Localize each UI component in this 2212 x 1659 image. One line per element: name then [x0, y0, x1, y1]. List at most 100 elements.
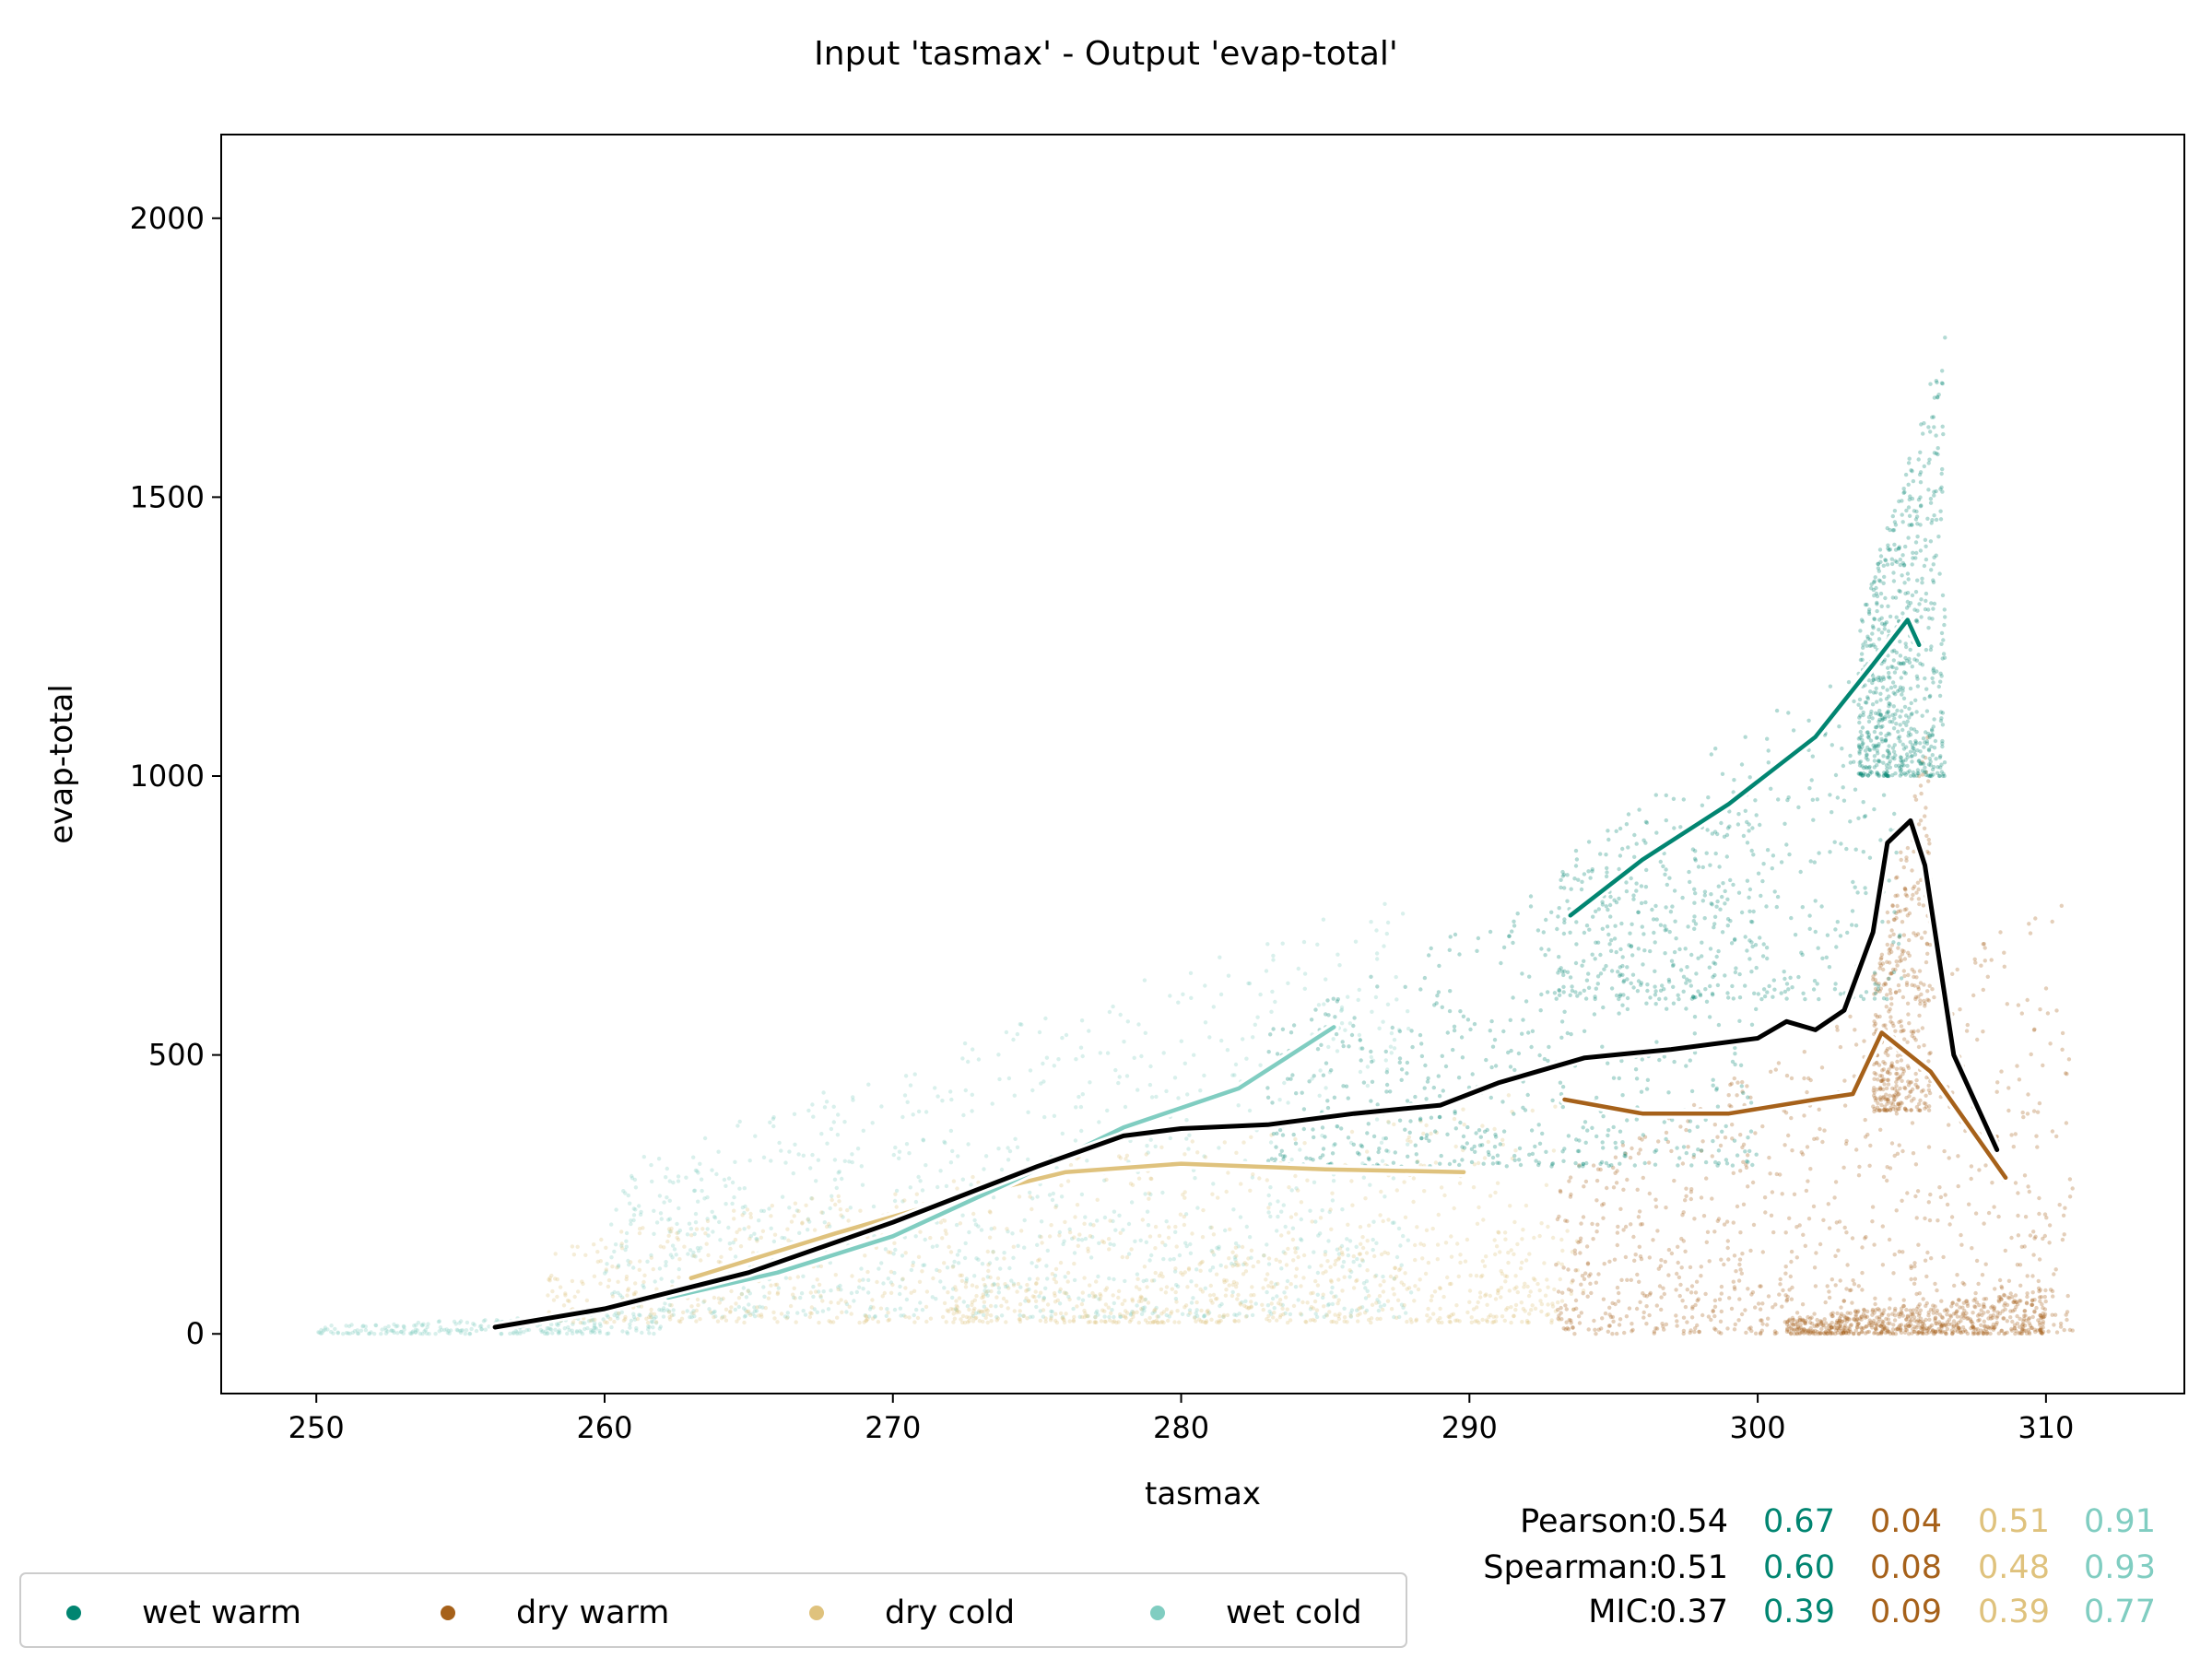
scatter-point	[1885, 993, 1889, 997]
scatter-point	[1838, 1278, 1842, 1283]
scatter-point	[1720, 894, 1724, 900]
scatter-point	[1606, 1324, 1612, 1328]
scatter-point	[1321, 1271, 1325, 1276]
scatter-point	[1064, 1032, 1069, 1038]
scatter-point	[666, 1309, 672, 1313]
scatter-point	[1152, 1310, 1158, 1314]
scatter-point	[1927, 1218, 1933, 1223]
scatter-point	[1725, 1326, 1730, 1331]
scatter-point	[800, 1220, 805, 1225]
scatter-point	[1004, 1284, 1008, 1289]
scatter-point	[1849, 1288, 1853, 1292]
scatter-point	[1954, 1302, 1959, 1307]
scatter-point	[563, 1291, 568, 1296]
scatter-point	[1833, 982, 1838, 986]
scatter-point	[850, 1159, 854, 1165]
scatter-point	[971, 1174, 975, 1180]
scatter-point	[1860, 1288, 1865, 1292]
scatter-point	[871, 1204, 877, 1209]
scatter-point	[1629, 981, 1633, 986]
scatter-point	[1381, 1019, 1385, 1024]
scatter-point	[1678, 1124, 1683, 1129]
scatter-point	[724, 1307, 729, 1312]
scatter-point	[1807, 913, 1812, 918]
scatter-point	[1568, 1175, 1573, 1180]
scatter-point	[1989, 958, 1994, 962]
scatter-point	[1375, 1316, 1380, 1322]
scatter-point	[2037, 1257, 2042, 1262]
scatter-point	[1112, 1300, 1117, 1306]
scatter-point	[1492, 1238, 1497, 1242]
scatter-point	[1124, 1157, 1128, 1161]
scatter-point	[948, 1089, 953, 1094]
scatter-point	[1119, 1314, 1124, 1319]
scatter-point	[416, 1320, 421, 1325]
scatter-point	[624, 1274, 629, 1279]
scatter-point	[921, 1138, 926, 1143]
scatter-point	[1880, 919, 1885, 924]
scatter-point	[1835, 1028, 1840, 1032]
scatter-point	[685, 1232, 690, 1237]
scatter-point	[1550, 1301, 1555, 1306]
scatter-point	[399, 1329, 404, 1335]
scatter-point	[1694, 1279, 1700, 1284]
scatter-point	[1556, 914, 1560, 919]
scatter-point	[1402, 1302, 1406, 1308]
scatter-point	[1912, 1261, 1917, 1265]
scatter-point	[1918, 1098, 1923, 1103]
scatter-point	[835, 1133, 841, 1137]
scatter-point	[599, 1237, 604, 1242]
scatter-point	[637, 1312, 641, 1317]
scatter-point	[1841, 1299, 1846, 1303]
scatter-point	[1760, 954, 1766, 959]
scatter-point	[1160, 1241, 1165, 1245]
scatter-point	[1581, 1215, 1586, 1219]
scatter-point	[1959, 1319, 1963, 1324]
scatter-point	[2016, 1213, 2020, 1218]
scatter-point	[1850, 923, 1854, 927]
scatter-point	[2020, 1110, 2025, 1115]
scatter-point	[821, 1289, 826, 1294]
scatter-point	[1148, 1320, 1153, 1325]
scatter-point	[1532, 1235, 1536, 1241]
scatter-point	[689, 1311, 694, 1316]
scatter-point	[1939, 1323, 1945, 1328]
scatter-point	[1842, 1325, 1847, 1330]
scatter-point	[1160, 1190, 1165, 1195]
scatter-point	[1760, 1250, 1766, 1254]
scatter-point	[1833, 1253, 1838, 1259]
scatter-point	[1914, 1104, 1920, 1110]
scatter-point	[1879, 1312, 1884, 1316]
scatter-point	[1743, 983, 1747, 988]
scatter-point	[1825, 933, 1830, 937]
scatter-point	[1011, 1283, 1017, 1288]
scatter-point	[1774, 904, 1780, 910]
scatter-point	[1202, 1313, 1207, 1318]
scatter-point	[1294, 1186, 1299, 1191]
scatter-point	[696, 1171, 700, 1175]
scatter-point	[1107, 1247, 1112, 1252]
scatter-point	[935, 1184, 940, 1190]
scatter-point	[822, 1220, 827, 1225]
scatter-point	[1598, 852, 1603, 856]
scatter-point	[1249, 1255, 1253, 1260]
scatter-point	[1172, 1269, 1178, 1274]
scatter-point	[1181, 992, 1185, 997]
scatter-point	[1356, 997, 1360, 1003]
scatter-point	[1583, 1271, 1588, 1276]
scatter-point	[1813, 1284, 1818, 1288]
scatter-point	[1738, 1169, 1743, 1173]
scatter-point	[2027, 1331, 2032, 1336]
scatter-point	[437, 1329, 441, 1334]
scatter-point	[1855, 1323, 1860, 1327]
scatter-point	[1321, 1295, 1325, 1300]
scatter-point	[1724, 1219, 1730, 1224]
scatter-point	[1811, 987, 1817, 992]
scatter-point	[1305, 1178, 1310, 1182]
scatter-point	[1398, 1266, 1403, 1271]
scatter-point	[1030, 1261, 1034, 1265]
scatter-point	[1287, 1185, 1291, 1190]
scatter-point	[1104, 1286, 1110, 1290]
scatter-point	[631, 1218, 636, 1223]
scatter-point	[1152, 1319, 1157, 1324]
